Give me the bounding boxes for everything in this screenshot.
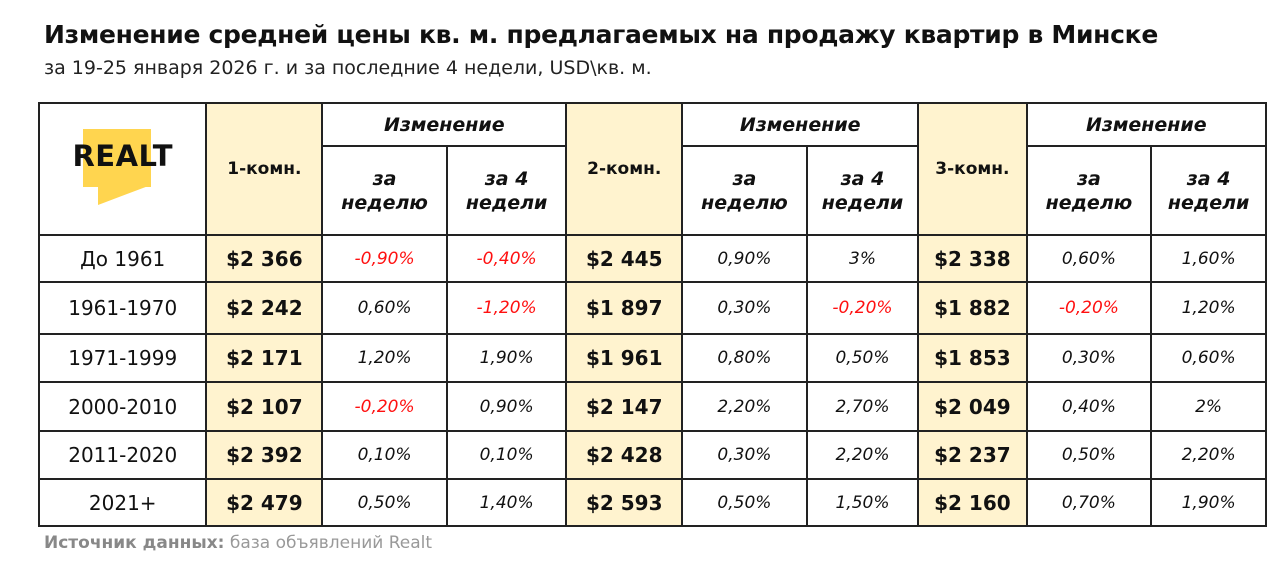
price-cell: $2 147 bbox=[565, 381, 684, 432]
subheader-row: за неделю за 4 недели за неделю за 4 недели… bbox=[39, 145, 1267, 236]
price-cell: $2 171 bbox=[205, 333, 324, 383]
change-cell: -0,20% bbox=[805, 281, 920, 335]
change-cell: 0,50% bbox=[805, 333, 920, 383]
change-cell: 0,10% bbox=[445, 430, 568, 480]
price-cell: $2 242 bbox=[205, 281, 324, 335]
price-cell: $2 428 bbox=[565, 430, 684, 480]
change-cell: -0,40% bbox=[445, 234, 568, 283]
four-week-change-header: за 4 недели bbox=[1150, 145, 1267, 236]
period-cell: 2000-2010 bbox=[37, 381, 208, 432]
change-header: Изменение bbox=[681, 102, 920, 147]
price-cell: $2 049 bbox=[917, 381, 1028, 432]
change-header: Изменение bbox=[321, 102, 568, 147]
change-cell: 0,10% bbox=[321, 430, 448, 480]
table-row: 2021+ $2 479 0,50% 1,40% $2 593 0,50% 1,50% $2 … bbox=[37, 478, 1267, 527]
change-cell: -0,20% bbox=[1025, 281, 1153, 335]
table-row: 1971-1999 $2 171 1,20% 1,90% $1 961 0,80% 0,50… bbox=[37, 333, 1267, 383]
price-cell: $2 160 bbox=[917, 478, 1028, 527]
period-cell: 2021+ bbox=[37, 478, 208, 527]
change-cell: 1,40% bbox=[445, 478, 568, 527]
price-cell: $2 366 bbox=[205, 234, 324, 283]
price-cell: $1 853 bbox=[917, 333, 1028, 383]
price-cell: $2 479 bbox=[205, 478, 324, 527]
room-type-header: 2-комн. bbox=[565, 102, 684, 236]
table-row: 2000-2010 $2 107 -0,20% 0,90% $2 147 2,20% 2,7… bbox=[37, 381, 1267, 432]
change-cell: 0,50% bbox=[321, 478, 448, 527]
week-change-header: за неделю bbox=[681, 145, 808, 236]
table-row: 1961-1970 $2 242 0,60% -1,20% $1 897 0,30% -0,… bbox=[37, 281, 1267, 335]
period-cell: 1961-1970 bbox=[37, 281, 208, 335]
change-cell: 0,30% bbox=[681, 281, 808, 335]
change-cell: 0,50% bbox=[681, 478, 808, 527]
change-cell: 0,50% bbox=[1025, 430, 1153, 480]
change-cell: 0,90% bbox=[445, 381, 568, 432]
price-cell: $2 338 bbox=[917, 234, 1028, 283]
change-cell: -1,20% bbox=[445, 281, 568, 335]
page-title: Изменение средней цены кв. м. предлагаем… bbox=[44, 20, 1158, 49]
change-cell: 2% bbox=[1150, 381, 1267, 432]
source-label: Источник данных: bbox=[44, 533, 225, 553]
period-cell: 1971-1999 bbox=[37, 333, 208, 383]
change-cell: 1,90% bbox=[445, 333, 568, 383]
room-type-header: 3-комн. bbox=[917, 102, 1028, 236]
realt-logo: REALT bbox=[58, 129, 188, 209]
change-cell: 0,30% bbox=[1025, 333, 1153, 383]
change-cell: 1,20% bbox=[1150, 281, 1267, 335]
change-cell: 0,30% bbox=[681, 430, 808, 480]
logo-cell: REALT bbox=[37, 102, 208, 236]
four-week-change-header: за 4 недели bbox=[805, 145, 920, 236]
room-type-header: 1-комн. bbox=[205, 102, 324, 236]
change-cell: 2,20% bbox=[681, 381, 808, 432]
change-cell: 1,50% bbox=[805, 478, 920, 527]
header-row: REALT 1-комн. Изменение 2-комн. Изменение 3-к… bbox=[37, 102, 1267, 236]
table-row: 2011-2020 $2 392 0,10% 0,10% $2 428 0,30% 2,20… bbox=[37, 430, 1267, 480]
price-table: REALT 1-комн. Изменение 2-комн. Изменение 3-к… bbox=[37, 102, 1267, 527]
table-row: До 1961 $2 366 -0,90% -0,40% $2 445 0,90% 3% $2… bbox=[37, 234, 1267, 283]
price-cell: $2 445 bbox=[565, 234, 684, 283]
logo-text: REALT bbox=[72, 139, 173, 173]
change-header: Изменение bbox=[1025, 102, 1267, 147]
change-cell: 0,80% bbox=[681, 333, 808, 383]
change-cell: 0,70% bbox=[1025, 478, 1153, 527]
change-cell: 2,70% bbox=[805, 381, 920, 432]
change-cell: -0,90% bbox=[321, 234, 448, 283]
change-cell: 2,20% bbox=[1150, 430, 1267, 480]
change-cell: 0,90% bbox=[681, 234, 808, 283]
period-cell: До 1961 bbox=[37, 234, 208, 283]
period-cell: 2011-2020 bbox=[37, 430, 208, 480]
source-text: база объявлений Realt bbox=[224, 533, 433, 553]
page-subtitle: за 19-25 января 2026 г. и за последние 4… bbox=[44, 57, 652, 79]
source-note: Источник данных: база объявлений Realt bbox=[44, 533, 432, 553]
price-cell: $2 107 bbox=[205, 381, 324, 432]
four-week-change-header: за 4 недели bbox=[445, 145, 568, 236]
change-cell: 0,40% bbox=[1025, 381, 1153, 432]
price-cell: $1 961 bbox=[565, 333, 684, 383]
week-change-header: за неделю bbox=[1025, 145, 1153, 236]
change-cell: 1,60% bbox=[1150, 234, 1267, 283]
price-cell: $1 882 bbox=[917, 281, 1028, 335]
change-cell: 1,20% bbox=[321, 333, 448, 383]
price-cell: $2 392 bbox=[205, 430, 324, 480]
price-cell: $2 237 bbox=[917, 430, 1028, 480]
week-change-header: за неделю bbox=[321, 145, 448, 236]
change-cell: -0,20% bbox=[321, 381, 448, 432]
change-cell: 1,90% bbox=[1150, 478, 1267, 527]
change-cell: 3% bbox=[805, 234, 920, 283]
price-cell: $1 897 bbox=[565, 281, 684, 335]
change-cell: 2,20% bbox=[805, 430, 920, 480]
change-cell: 0,60% bbox=[1025, 234, 1153, 283]
price-cell: $2 593 bbox=[565, 478, 684, 527]
change-cell: 0,60% bbox=[1150, 333, 1267, 383]
change-cell: 0,60% bbox=[321, 281, 448, 335]
